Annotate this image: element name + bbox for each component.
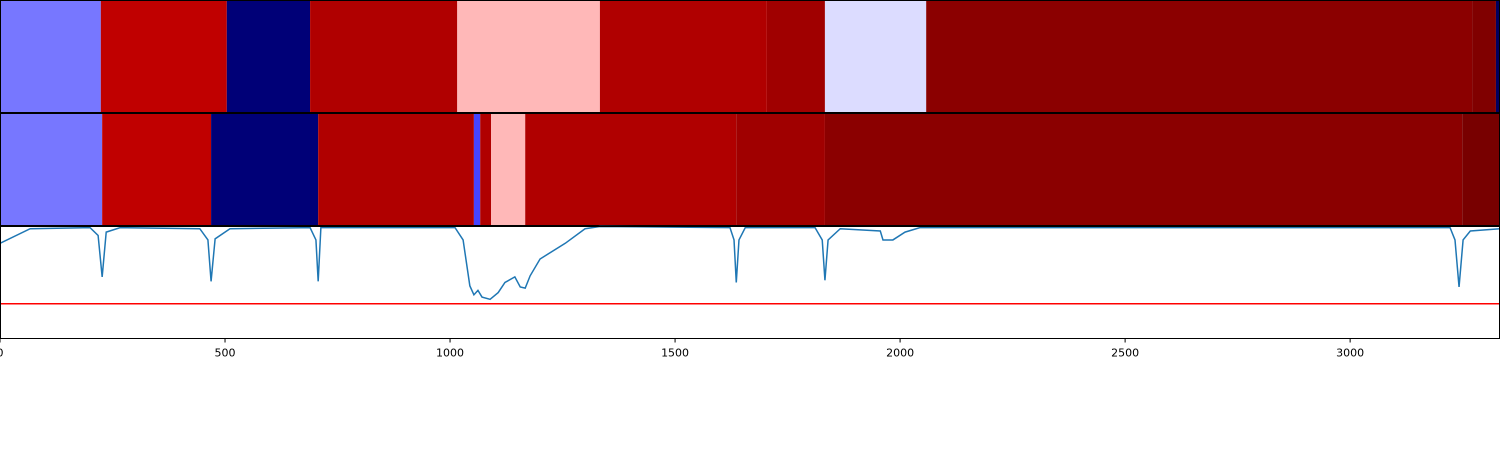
segment: [0, 0, 101, 113]
segment: [457, 0, 600, 113]
segment: [490, 113, 526, 226]
segment: [766, 0, 825, 113]
segment: [1495, 0, 1500, 113]
x-tick-label: 1000: [436, 347, 464, 360]
segment: [226, 0, 311, 113]
segment: [480, 113, 491, 226]
segment: [102, 113, 212, 226]
x-tick-label: 3000: [1336, 347, 1364, 360]
segment: [318, 113, 474, 226]
segment: [824, 0, 927, 113]
segment: [1462, 113, 1500, 226]
segment: [473, 113, 481, 226]
segment: [736, 113, 825, 226]
segment: [100, 0, 227, 113]
data-line: [0, 225, 1500, 301]
x-tick-label: 2000: [886, 347, 914, 360]
x-tick-label: 500: [215, 347, 236, 360]
x-tick-label: 0: [0, 347, 4, 360]
x-tick-label: 1500: [661, 347, 689, 360]
segment: [525, 113, 737, 226]
segment: [310, 0, 458, 113]
panel-frame: [0, 226, 1500, 339]
segment: [599, 0, 767, 113]
segment: [0, 113, 103, 226]
segment: [926, 0, 1473, 113]
segment: [824, 113, 1463, 226]
segment: [211, 113, 319, 226]
x-tick-label: 2500: [1111, 347, 1139, 360]
segment: [1472, 0, 1496, 113]
